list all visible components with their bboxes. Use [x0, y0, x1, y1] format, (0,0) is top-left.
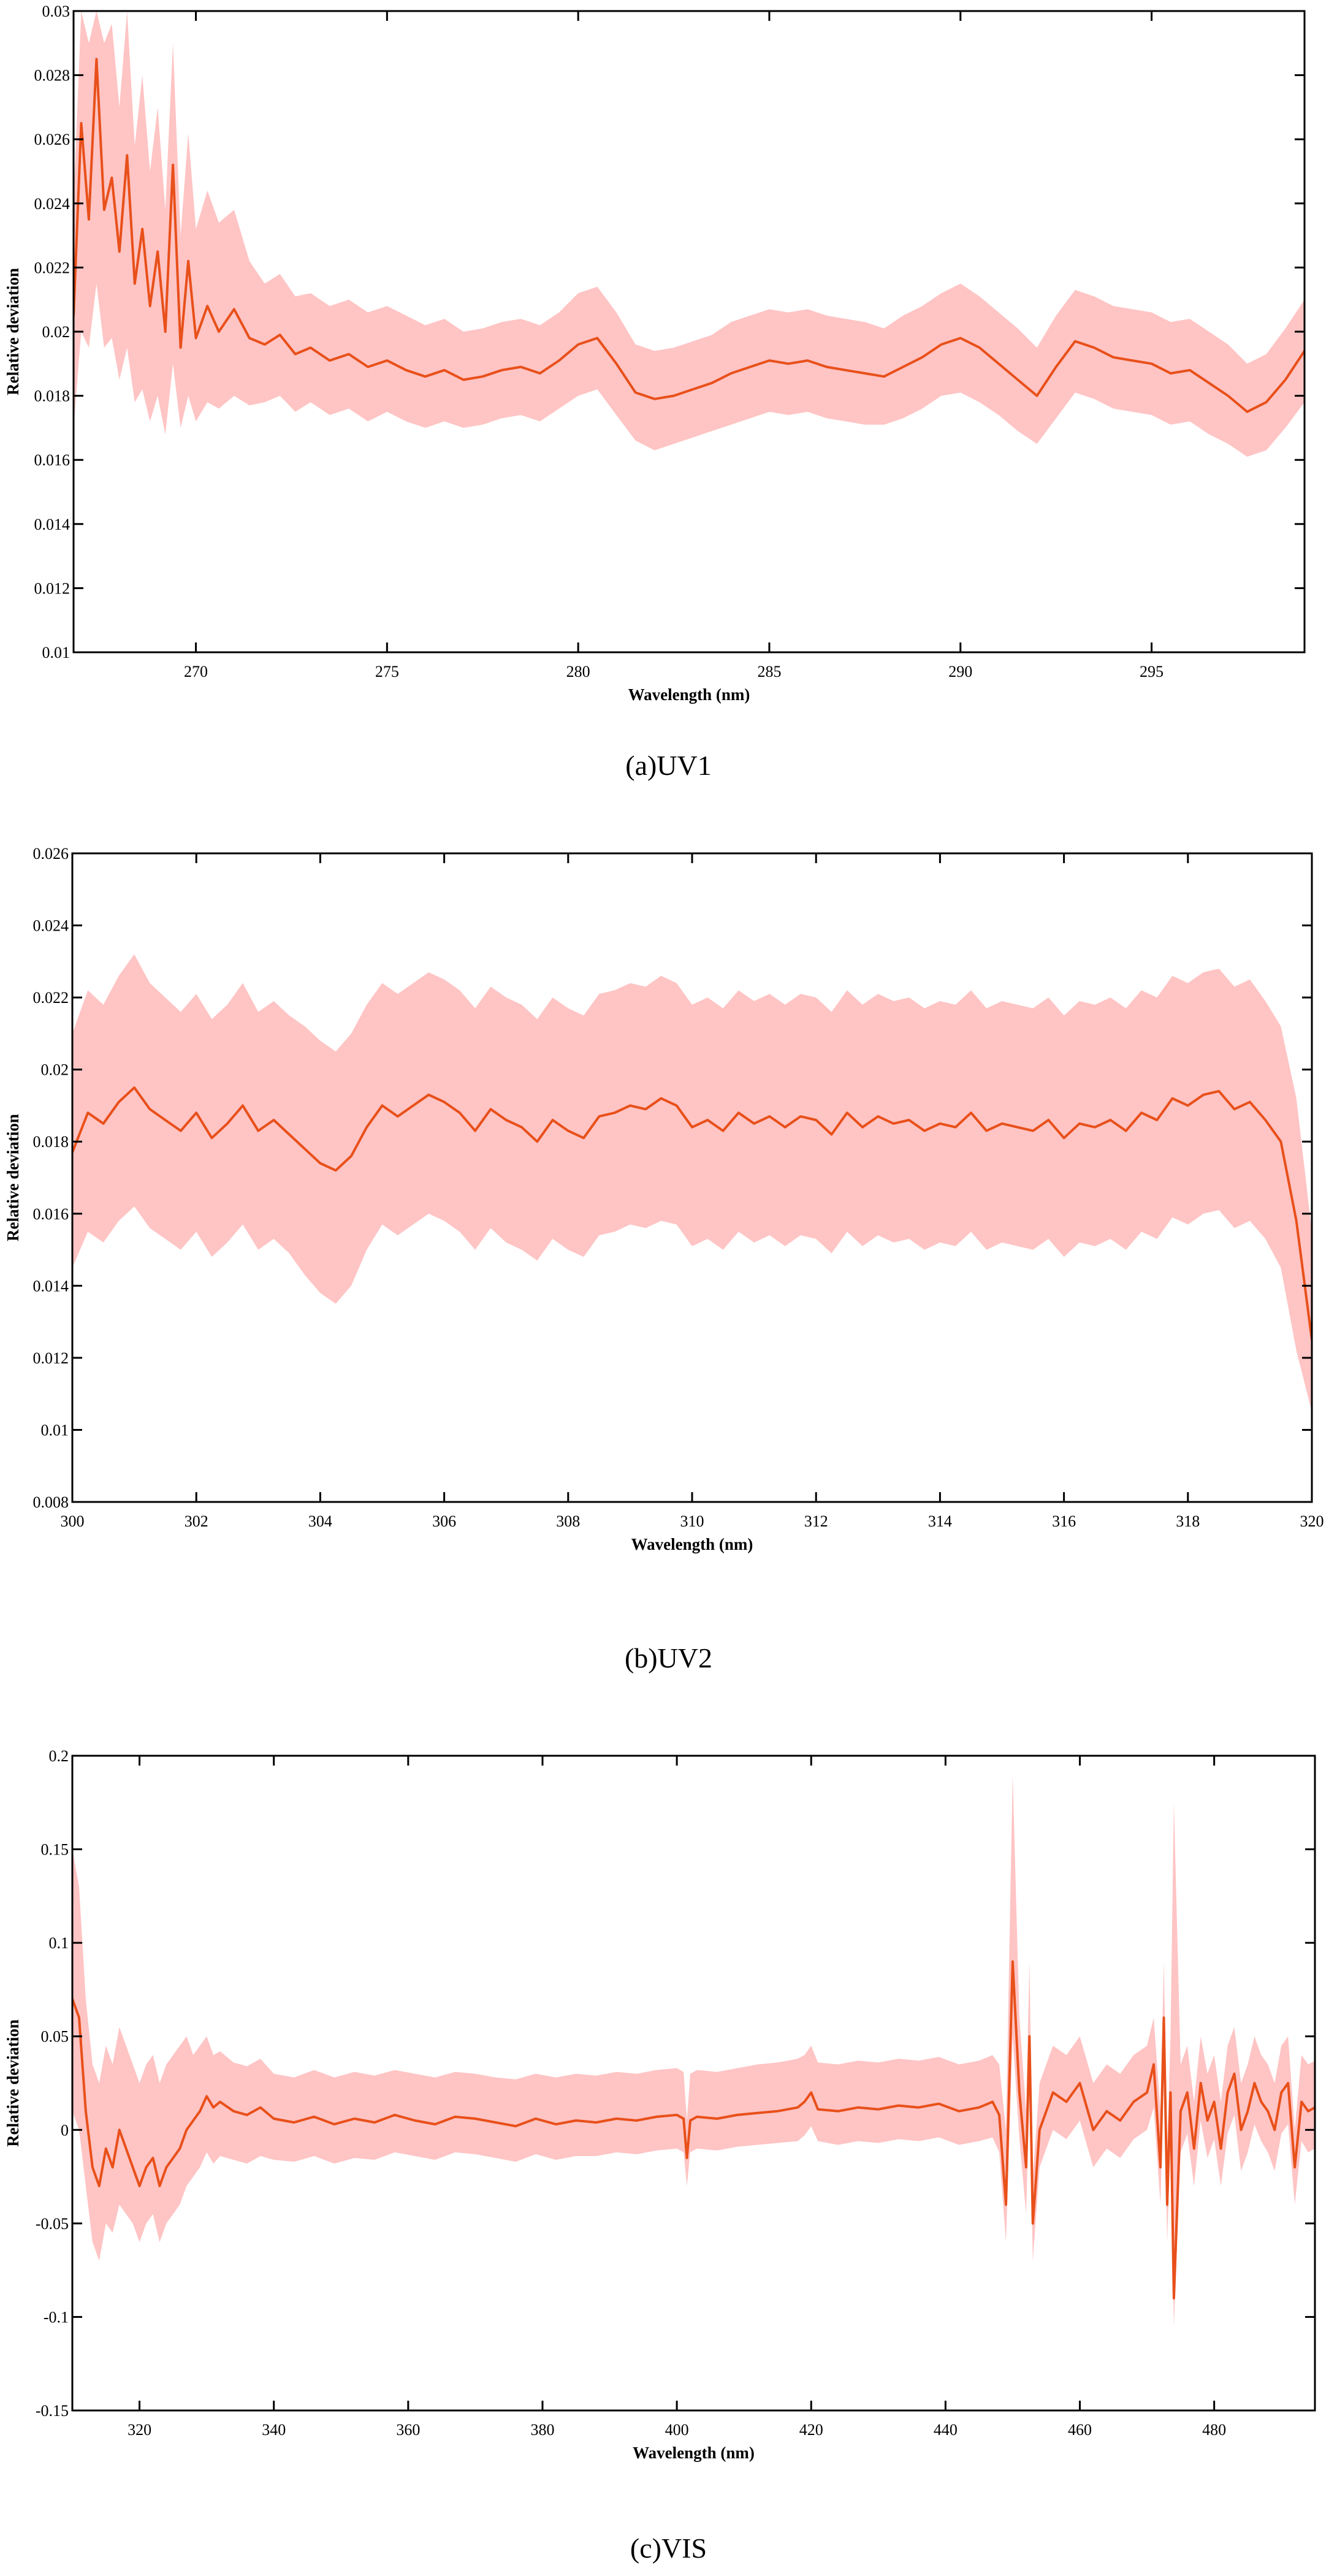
- y-tick-label: 0.022: [33, 989, 69, 1007]
- y-tick-label: 0.028: [34, 67, 70, 85]
- x-axis-label: Wavelength (nm): [628, 685, 750, 704]
- y-tick-label: 0: [61, 2121, 69, 2139]
- y-tick-label: 0.01: [42, 644, 70, 661]
- x-tick-label: 290: [948, 663, 972, 680]
- chart-panel-vis: 320 340 360 380 400 420 440 460 480 -0.15 -0.1 -0.0…: [0, 1735, 1337, 2576]
- uncertainty-band: [72, 1774, 1315, 2326]
- y-tick-label: 0.012: [34, 579, 70, 597]
- x-tick-label: 300: [61, 1512, 85, 1530]
- x-tick-label: 360: [396, 2421, 420, 2439]
- x-tick-label: 440: [934, 2421, 958, 2439]
- x-tick-label: 306: [432, 1512, 456, 1530]
- x-tick-label: 400: [665, 2421, 689, 2439]
- y-tick-label: 0.1: [49, 1934, 69, 1952]
- caption-vis: (c)VIS: [630, 2532, 707, 2564]
- y-tick-label: 0.012: [33, 1349, 69, 1367]
- y-tick-label: 0.024: [33, 917, 69, 935]
- plot-frame: [71, 1755, 1316, 2412]
- y-tick-label: 0.026: [34, 131, 70, 148]
- y-tick-label: 0.05: [41, 2028, 69, 2046]
- y-tick-label: 0.008: [33, 1493, 69, 1511]
- y-axis-label: Relative deviation: [4, 1114, 22, 1241]
- y-tick-label: 0.016: [33, 1205, 69, 1223]
- x-tick-label: 270: [184, 663, 208, 680]
- x-tick-label: 295: [1140, 663, 1164, 680]
- x-tick-label: 302: [185, 1512, 208, 1530]
- x-tick-label: 304: [308, 1512, 332, 1530]
- y-tick-label: 0.02: [42, 323, 70, 341]
- series-line: [72, 1960, 1315, 2300]
- y-tick-label: 0.2: [49, 1747, 69, 1765]
- y-tick-label: 0.02: [41, 1061, 69, 1079]
- y-tick-label: 0.018: [33, 1133, 69, 1151]
- x-tick-label: 318: [1176, 1512, 1200, 1530]
- x-tick-label: 310: [680, 1512, 704, 1530]
- x-tick-label: 314: [928, 1512, 952, 1530]
- y-tick-label: 0.03: [42, 2, 70, 20]
- chart-uv2: 300 302 304 306 308 310 312 314 316 318 320 0.008 0.…: [4, 845, 1324, 1553]
- chart-uv1: 270 275 280 285 290 295 0.01 0.012 0.014 0.016 0.0…: [4, 2, 1306, 704]
- uncertainty-band: [74, 11, 1305, 457]
- x-tick-label: 380: [530, 2421, 554, 2439]
- x-tick-label: 275: [375, 663, 399, 680]
- x-tick-label: 480: [1202, 2421, 1226, 2439]
- y-tick-label: 0.01: [41, 1421, 69, 1439]
- y-axis-label: Relative deviation: [4, 2019, 22, 2147]
- x-tick-label: 320: [1300, 1512, 1324, 1530]
- y-tick-label: 0.026: [33, 845, 69, 863]
- x-tick-label: 285: [757, 663, 781, 680]
- y-tick-label: -0.05: [36, 2215, 69, 2233]
- series-line: [72, 1086, 1312, 1340]
- x-tick-label: 316: [1052, 1512, 1076, 1530]
- x-axis-label: Wavelength (nm): [631, 1535, 753, 1553]
- y-tick-label: 0.014: [34, 516, 70, 533]
- x-tick-label: 420: [799, 2421, 823, 2439]
- chart-vis: 320 340 360 380 400 420 440 460 480 -0.15 -0.1 -0.0…: [4, 1747, 1316, 2462]
- y-tick-label: 0.024: [34, 195, 70, 213]
- x-tick-label: 320: [128, 2421, 151, 2439]
- x-tick-label: 312: [804, 1512, 828, 1530]
- uncertainty-band: [72, 954, 1312, 1412]
- y-tick-label: 0.022: [34, 259, 70, 276]
- chart-panel-uv1: 270 275 280 285 290 295 0.01 0.012 0.014 0.016 0.0…: [0, 0, 1337, 791]
- y-axis-label: Relative deviation: [4, 268, 22, 395]
- caption-uv2: (b)UV2: [624, 1642, 713, 1674]
- series-line: [74, 58, 1305, 413]
- chart-panel-uv2: 300 302 304 306 308 310 312 314 316 318 320 0.008 0.…: [0, 834, 1337, 1692]
- x-tick-label: 340: [262, 2421, 286, 2439]
- y-tick-label: 0.014: [33, 1277, 69, 1295]
- y-tick-label: -0.1: [44, 2308, 69, 2326]
- x-tick-label: 280: [566, 663, 590, 680]
- y-tick-label: 0.018: [34, 387, 70, 405]
- y-tick-label: 0.15: [41, 1841, 69, 1859]
- x-tick-label: 308: [556, 1512, 580, 1530]
- caption-uv1: (a)UV1: [625, 750, 712, 781]
- x-axis-label: Wavelength (nm): [633, 2444, 755, 2462]
- y-tick-label: -0.15: [36, 2402, 69, 2420]
- x-tick-label: 460: [1068, 2421, 1092, 2439]
- y-tick-label: 0.016: [34, 451, 70, 469]
